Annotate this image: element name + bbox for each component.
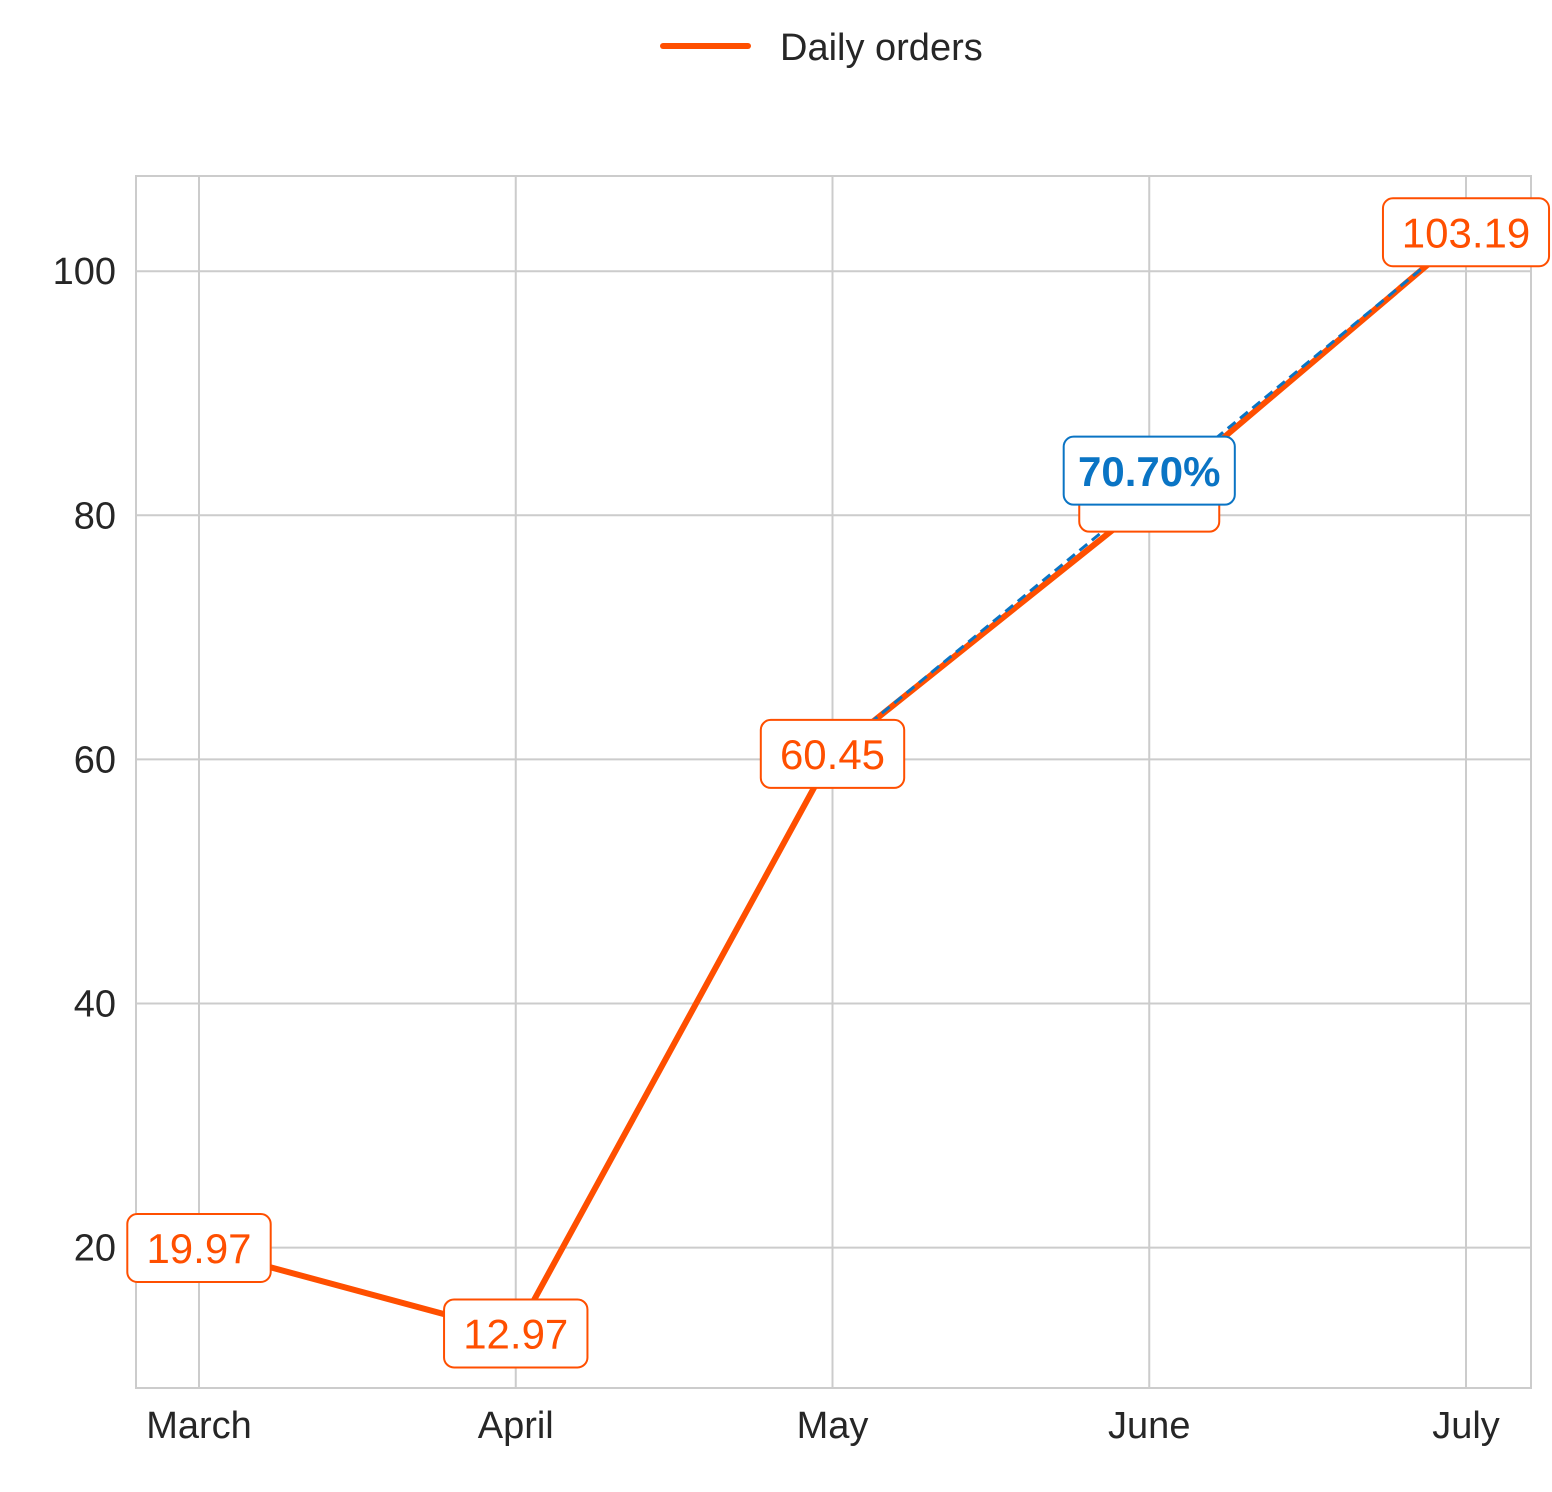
data-label-text: 19.97 [146,1225,251,1272]
data-label: 12.97 [443,1298,589,1369]
legend-label-daily-orders: Daily orders [780,27,983,69]
data-label-box [443,1298,589,1369]
y-tick-label: 80 [74,495,116,537]
data-label: 19.97 [126,1213,272,1284]
callout-label: 70.70% [1062,435,1236,506]
data-label-box [1381,197,1551,268]
callout-label-text: 70.70% [1078,448,1220,495]
data-label-box [759,718,906,789]
y-tick-label: 20 [74,1228,116,1270]
data-label: 60.45 [759,718,906,789]
data-label-text: 60.45 [780,731,885,778]
grid [136,176,1531,1388]
x-tick-label: July [1432,1405,1500,1447]
data-labels: 19.97 12.97 60.45 103.19 70.70% [126,197,1551,1369]
legend: Daily orders [660,27,983,69]
data-label-text: 103.19 [1402,209,1530,256]
y-tick-label: 60 [74,739,116,781]
y-tick-label: 100 [53,251,116,293]
x-tick-label: April [478,1405,554,1447]
plot-area-frame [135,175,1532,1389]
x-tick-label: March [146,1405,252,1447]
y-tick-label: 40 [74,984,116,1026]
trend-line [831,231,1467,756]
data-label-text: 12.97 [463,1311,568,1358]
axis-ticks: March April May June July 20 40 60 80 100 [53,251,1500,1447]
data-label: 103.19 [1381,197,1551,268]
data-label-box [126,1213,272,1284]
callout-label-box [1062,435,1236,506]
x-tick-label: May [797,1405,869,1447]
x-tick-label: June [1108,1405,1190,1447]
